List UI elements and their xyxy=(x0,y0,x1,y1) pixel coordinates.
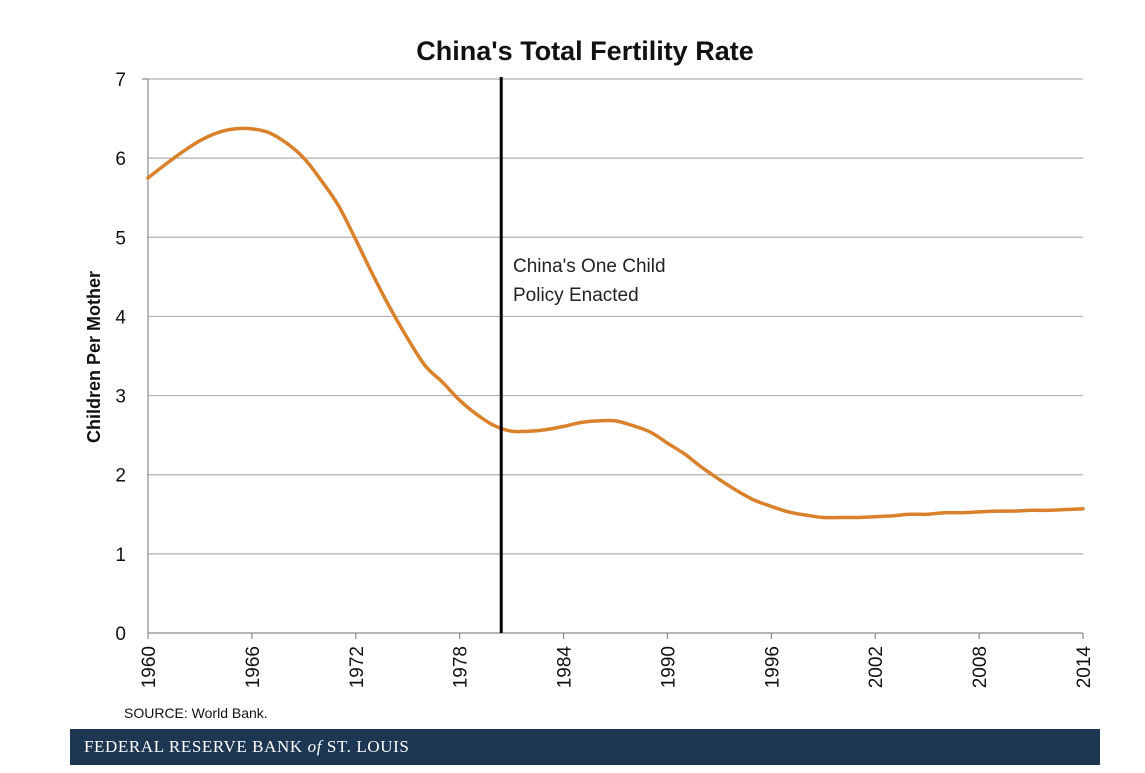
data-point-2010 xyxy=(1012,510,1015,513)
y-tick-labels: 0 1 2 3 4 5 6 7 xyxy=(115,70,126,645)
data-point-2008 xyxy=(978,510,981,513)
data-point-2001 xyxy=(856,516,859,519)
data-point-1975 xyxy=(406,337,409,340)
data-point-1996 xyxy=(770,505,773,508)
data-point-2002 xyxy=(874,515,877,518)
data-point-1963 xyxy=(198,139,201,142)
data-point-1984 xyxy=(562,425,565,428)
data-point-2007 xyxy=(960,511,963,514)
data-point-1997 xyxy=(787,510,790,513)
x-tick-label-1996: 1996 xyxy=(762,646,783,688)
data-point-1964 xyxy=(216,131,219,134)
data-point-1983 xyxy=(545,428,548,431)
x-tick-label-1966: 1966 xyxy=(243,646,264,688)
data-point-2006 xyxy=(943,511,946,514)
data-point-2004 xyxy=(908,513,911,516)
x-tick-label-2014: 2014 xyxy=(1074,646,1095,689)
data-point-1961 xyxy=(164,163,167,166)
y-axis-label: Children Per Mother xyxy=(84,271,104,443)
data-point-1962 xyxy=(181,150,184,153)
data-point-2003 xyxy=(891,514,894,517)
x-tick-label-1990: 1990 xyxy=(658,646,679,688)
data-point-1981 xyxy=(510,430,513,433)
data-point-1999 xyxy=(822,516,825,519)
data-point-1992 xyxy=(701,466,704,469)
data-point-1973 xyxy=(372,274,375,277)
y-tick-label-0: 0 xyxy=(115,624,126,645)
data-point-1995 xyxy=(753,499,756,502)
data-point-1986 xyxy=(597,419,600,422)
data-point-1994 xyxy=(735,489,738,492)
data-point-1979 xyxy=(475,413,478,416)
data-point-1976 xyxy=(424,364,427,367)
data-point-1960 xyxy=(147,176,150,179)
data-point-2012 xyxy=(1047,509,1050,512)
data-point-1966 xyxy=(250,127,253,130)
data-point-2013 xyxy=(1064,508,1067,511)
x-tick-label-1972: 1972 xyxy=(347,646,368,688)
data-point-1988 xyxy=(631,424,634,427)
footer-bank-name: FEDERAL RESERVE BANK xyxy=(84,737,303,756)
policy-annotation-line-1: China's One Child xyxy=(513,256,666,277)
data-point-1978 xyxy=(458,399,461,402)
x-tick-label-2002: 2002 xyxy=(866,646,887,688)
data-point-1974 xyxy=(389,307,392,310)
footer-bar: FEDERAL RESERVE BANK of ST. LOUIS xyxy=(70,729,1100,765)
y-tick-label-6: 6 xyxy=(115,149,126,170)
x-tick-label-1984: 1984 xyxy=(555,646,576,689)
y-tick-label-7: 7 xyxy=(115,70,126,91)
data-point-1968 xyxy=(285,142,288,145)
data-point-1977 xyxy=(441,381,444,384)
data-points xyxy=(147,127,1085,519)
data-point-1980 xyxy=(493,424,496,427)
x-tick-label-1978: 1978 xyxy=(451,646,472,688)
data-point-1985 xyxy=(579,421,582,424)
chart-title: China's Total Fertility Rate xyxy=(416,36,753,66)
data-point-2005 xyxy=(926,513,929,516)
policy-annotation-line-2: Policy Enacted xyxy=(513,285,639,306)
y-tick-label-3: 3 xyxy=(115,387,126,408)
data-point-2000 xyxy=(839,516,842,519)
axes xyxy=(142,78,1084,639)
data-point-1989 xyxy=(649,430,652,433)
data-point-2011 xyxy=(1030,509,1033,512)
data-point-2014 xyxy=(1082,507,1085,510)
data-point-1967 xyxy=(268,131,271,134)
data-point-1970 xyxy=(320,179,323,182)
footer-city: ST. LOUIS xyxy=(326,737,410,756)
source-note: SOURCE: World Bank. xyxy=(124,705,268,721)
x-tick-label-2008: 2008 xyxy=(970,646,991,688)
data-point-2009 xyxy=(995,510,998,513)
data-point-1982 xyxy=(527,430,530,433)
x-tick-labels: 1960 1966 1972 1978 1984 1990 1996 2002 2008 2014 xyxy=(139,646,1095,689)
gridlines xyxy=(148,78,1083,555)
data-point-1972 xyxy=(354,238,357,241)
fertility-rate-line xyxy=(146,126,1085,520)
data-point-1987 xyxy=(614,419,617,422)
x-tick-label-1960: 1960 xyxy=(139,646,160,688)
data-point-1991 xyxy=(683,453,686,456)
y-tick-label-5: 5 xyxy=(115,228,126,249)
data-point-1971 xyxy=(337,204,340,207)
data-point-1969 xyxy=(302,157,305,160)
footer-of: of xyxy=(307,737,323,756)
data-point-1990 xyxy=(666,442,669,445)
data-point-1993 xyxy=(718,478,721,481)
data-point-1965 xyxy=(233,127,236,130)
y-tick-label-2: 2 xyxy=(115,466,126,487)
y-tick-label-1: 1 xyxy=(115,545,126,566)
data-point-1998 xyxy=(804,514,807,517)
y-tick-label-4: 4 xyxy=(115,307,126,328)
